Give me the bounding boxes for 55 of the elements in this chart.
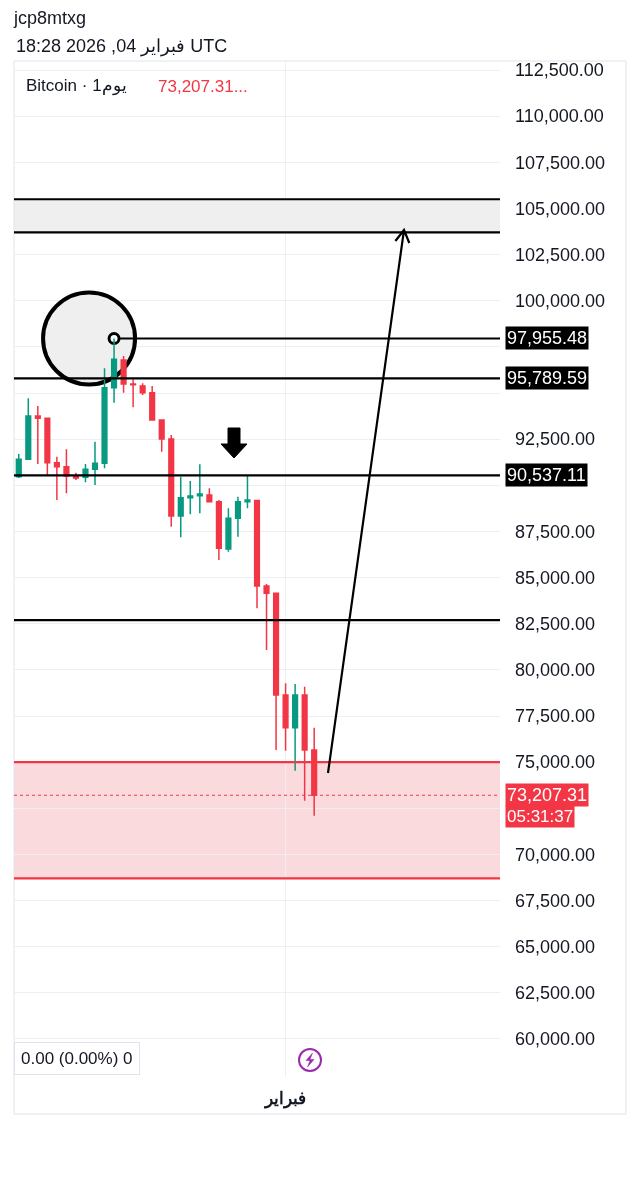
candlestick bbox=[34, 405, 41, 465]
candlestick bbox=[187, 480, 194, 516]
candlestick bbox=[139, 382, 146, 396]
y-tick-label: 105,000.00 bbox=[515, 198, 606, 219]
candlestick bbox=[44, 417, 51, 476]
candlestick bbox=[158, 418, 165, 453]
candlestick bbox=[282, 682, 289, 752]
ref-line-label: 95,789.59 bbox=[507, 368, 588, 388]
candlestick bbox=[206, 487, 213, 503]
y-tick-label: 65,000.00 bbox=[515, 937, 596, 957]
y-tick-label: 60,000.00 bbox=[515, 1029, 596, 1050]
y-tick-label: 100,000.00 bbox=[515, 291, 606, 312]
chart-title: jcp8mtxg bbox=[13, 8, 87, 29]
y-tick-label: 67,500.00 bbox=[515, 890, 596, 911]
y-tick-label: 82,500.00 bbox=[515, 614, 596, 635]
y-tick-label: 92,500.00 bbox=[515, 429, 596, 450]
candlestick bbox=[168, 434, 175, 528]
y-tick-label: 112,500.00 bbox=[515, 60, 604, 81]
text: 05:31:37 bbox=[507, 807, 574, 826]
candlestick bbox=[215, 499, 222, 561]
candlestick bbox=[225, 507, 232, 553]
y-tick-label: 75,000.00 bbox=[515, 752, 596, 773]
ref-line-label: 73,207.31 bbox=[507, 785, 588, 805]
candlestick bbox=[110, 337, 118, 404]
y-tick-label: 87,500.00 bbox=[515, 521, 596, 542]
y-tick-label: 102,500.00 bbox=[515, 244, 606, 265]
candlestick bbox=[292, 683, 299, 772]
y-tick-label: 85,000.00 bbox=[515, 567, 596, 588]
candlestick bbox=[272, 592, 280, 751]
candlestick bbox=[244, 474, 251, 510]
candlestick bbox=[234, 495, 242, 538]
candlestick bbox=[149, 385, 156, 422]
candlestick bbox=[91, 441, 99, 486]
candlestick bbox=[130, 378, 137, 408]
annotation: 0.00 (0.00%) 0 bbox=[21, 1049, 133, 1068]
candlestick bbox=[177, 475, 184, 539]
y-tick-label: 77,500.00 bbox=[515, 706, 596, 727]
y-tick-label: 107,500.00 bbox=[515, 152, 606, 173]
y-tick-label: 62,500.00 bbox=[515, 983, 596, 1004]
ref-line-label: 90,537.11 bbox=[507, 465, 586, 485]
candlestick bbox=[63, 448, 70, 494]
ref-line-label: 97,955.48 bbox=[507, 328, 588, 348]
y-tick-label: 110,000.00 bbox=[515, 106, 604, 127]
y-tick-label: 80,000.00 bbox=[515, 660, 596, 681]
candlestick bbox=[196, 463, 203, 515]
chart-subtitle: فبراير 04, 2026 18:28 UTC bbox=[16, 36, 228, 57]
y-tick-label: 70,000.00 bbox=[515, 844, 596, 865]
candlestick bbox=[101, 367, 108, 470]
candlestick bbox=[263, 583, 270, 651]
annotation: 73,207.31... bbox=[158, 77, 248, 96]
candlestick bbox=[25, 397, 32, 461]
candlestick bbox=[53, 455, 60, 501]
x-tick-label: فبراير bbox=[263, 1089, 307, 1109]
candlestick bbox=[253, 499, 261, 609]
annotation: Bitcoin · 1يوم bbox=[26, 76, 127, 96]
